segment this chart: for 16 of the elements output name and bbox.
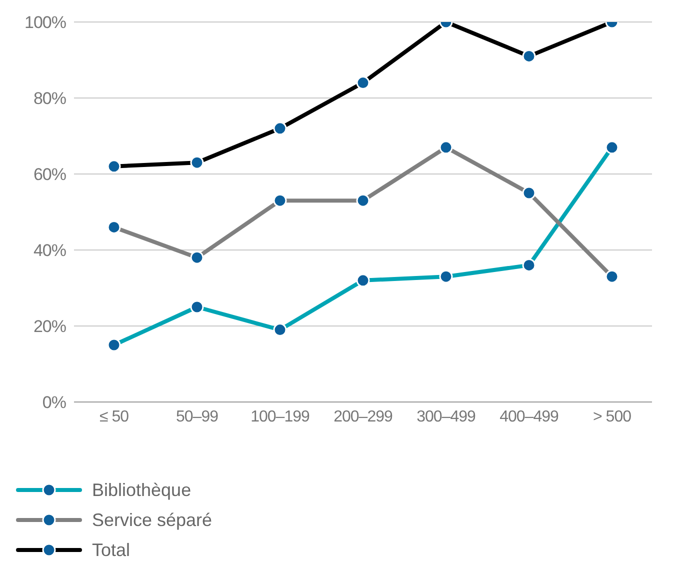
legend-label: Bibliothèque [92, 480, 192, 500]
y-tick-label: 20% [33, 317, 66, 336]
x-tick-label: 200–299 [334, 408, 393, 426]
x-tick-label: 50–99 [176, 408, 219, 426]
y-tick-label: 0% [42, 393, 66, 412]
x-tick-label: ≤ 50 [99, 408, 130, 426]
legend-label: Total [92, 540, 130, 560]
legend-label: Service séparé [92, 510, 212, 530]
y-tick-label: 40% [33, 241, 66, 260]
x-tick-label: > 500 [593, 408, 632, 426]
x-tick-label: 400–499 [500, 408, 559, 426]
y-tick-label: 100% [24, 13, 66, 32]
y-tick-label: 80% [33, 89, 66, 108]
x-tick-label: 100–199 [250, 408, 310, 426]
x-tick-label: 300–499 [416, 408, 476, 426]
y-tick-label: 60% [33, 165, 66, 184]
